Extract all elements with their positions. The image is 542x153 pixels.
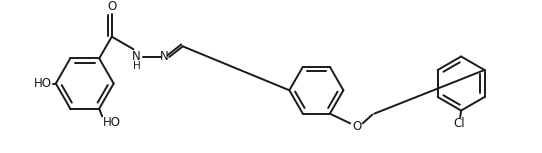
Text: N: N xyxy=(132,50,141,63)
Text: HO: HO xyxy=(34,77,52,90)
Text: N: N xyxy=(160,50,169,63)
Text: Cl: Cl xyxy=(453,117,465,130)
Text: H: H xyxy=(132,61,140,71)
Text: O: O xyxy=(107,0,117,13)
Text: O: O xyxy=(352,120,362,133)
Text: HO: HO xyxy=(103,116,121,129)
